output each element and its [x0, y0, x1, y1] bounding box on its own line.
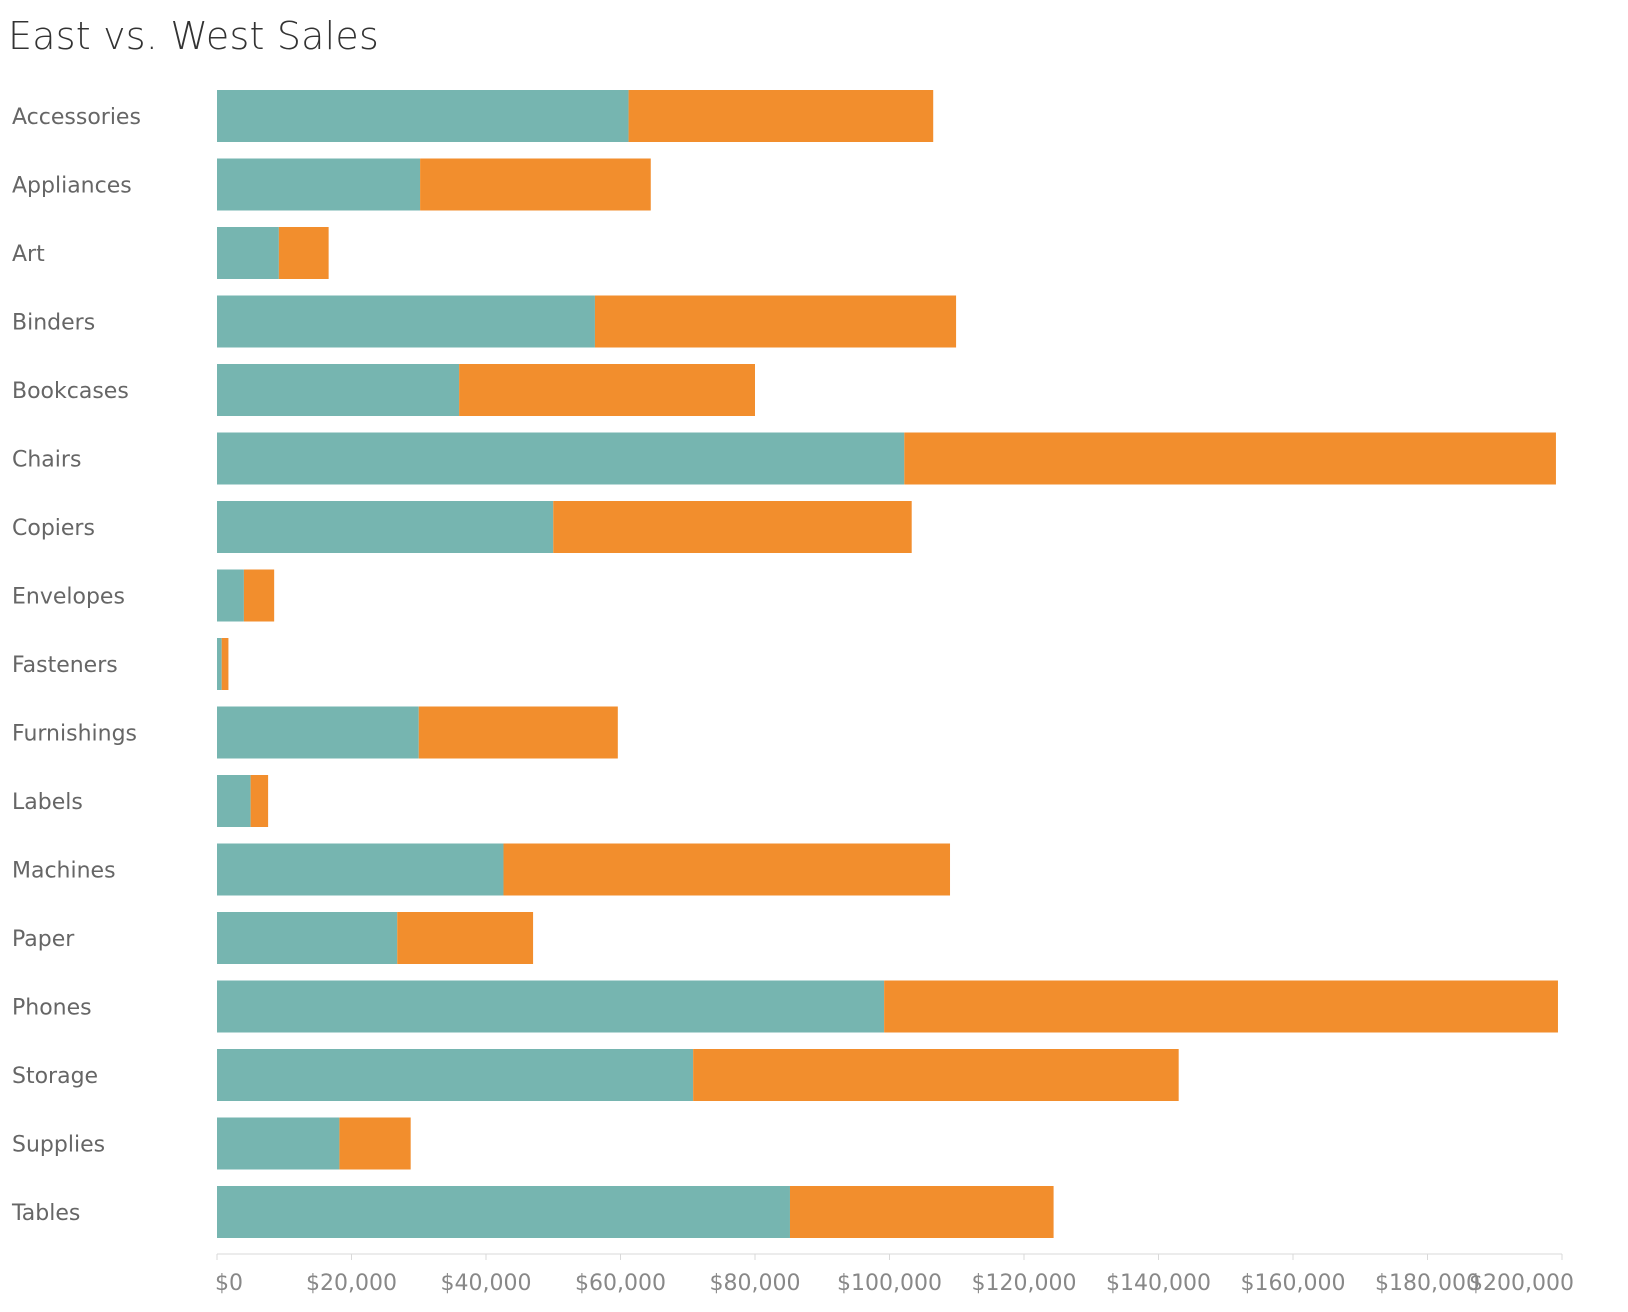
x-tick-label: $160,000: [1241, 1271, 1346, 1296]
bar-segment-series-1[interactable]: [217, 501, 554, 553]
bar-segment-series-2[interactable]: [503, 843, 951, 896]
bar-segment-series-1[interactable]: [217, 1049, 694, 1101]
bar-segment-series-2[interactable]: [884, 980, 1558, 1033]
category-label: Labels: [12, 790, 83, 815]
bar-segment-series-1[interactable]: [217, 295, 595, 348]
x-tick-label: $60,000: [575, 1271, 666, 1296]
bar-segment-series-2[interactable]: [693, 1049, 1179, 1101]
bar-segment-series-1[interactable]: [217, 843, 504, 896]
bar-segment-series-1[interactable]: [217, 569, 244, 622]
bar-segment-series-1[interactable]: [217, 638, 222, 690]
chart-title: East vs. West Sales: [8, 14, 379, 58]
bar-segment-series-2[interactable]: [243, 569, 275, 622]
bar-segment-series-2[interactable]: [278, 227, 329, 279]
x-tick-label: $140,000: [1106, 1271, 1211, 1296]
category-label: Paper: [12, 927, 75, 952]
x-tick-label: $120,000: [972, 1271, 1077, 1296]
category-label: Storage: [12, 1064, 98, 1089]
bar-segment-series-2[interactable]: [250, 775, 269, 827]
category-label: Accessories: [12, 105, 141, 130]
bar-segment-series-1[interactable]: [217, 90, 629, 142]
category-label: Phones: [12, 996, 92, 1021]
category-label: Fasteners: [12, 653, 118, 678]
bar-segment-series-1[interactable]: [217, 775, 251, 827]
bar-segment-series-2[interactable]: [221, 638, 229, 690]
category-label: Chairs: [12, 448, 81, 473]
bar-segment-series-2[interactable]: [420, 158, 651, 211]
category-label: Binders: [12, 311, 95, 336]
bar-segment-series-2[interactable]: [553, 501, 912, 553]
x-tick-label: $0: [215, 1271, 243, 1296]
bar-segment-series-1[interactable]: [217, 158, 421, 211]
x-tick-label: $80,000: [710, 1271, 801, 1296]
bar-segment-series-2[interactable]: [339, 1117, 411, 1170]
bar-segment-series-1[interactable]: [217, 227, 279, 279]
x-tick-label: $40,000: [441, 1271, 532, 1296]
bar-segment-series-2[interactable]: [418, 706, 618, 759]
category-label: Envelopes: [12, 585, 125, 610]
category-label: Art: [12, 242, 45, 267]
x-tick-label: $20,000: [306, 1271, 397, 1296]
x-tick-label: $100,000: [837, 1271, 942, 1296]
bar-segment-series-1[interactable]: [217, 706, 419, 759]
bar-segment-series-2[interactable]: [789, 1186, 1054, 1238]
bar-segment-series-1[interactable]: [217, 432, 905, 485]
category-label: Tables: [11, 1201, 80, 1226]
bar-segment-series-2[interactable]: [594, 295, 957, 348]
category-label: Copiers: [12, 516, 95, 541]
bar-segment-series-1[interactable]: [217, 1117, 340, 1170]
category-label: Supplies: [12, 1133, 105, 1158]
bar-segment-series-1[interactable]: [217, 980, 885, 1033]
bar-segment-series-1[interactable]: [217, 912, 398, 964]
x-tick-label: $200,000: [1469, 1271, 1574, 1296]
x-tick-label: $180,000: [1375, 1271, 1480, 1296]
category-label: Machines: [12, 859, 116, 884]
category-label: Bookcases: [12, 379, 129, 404]
category-label: Furnishings: [12, 722, 137, 747]
bar-segment-series-2[interactable]: [459, 364, 755, 416]
bar-segment-series-1[interactable]: [217, 364, 460, 416]
bar-segment-series-2[interactable]: [397, 912, 534, 964]
bar-segment-series-1[interactable]: [217, 1186, 790, 1238]
bar-segment-series-2[interactable]: [904, 432, 1556, 485]
category-label: Appliances: [12, 174, 132, 199]
bar-segment-series-2[interactable]: [628, 90, 934, 142]
